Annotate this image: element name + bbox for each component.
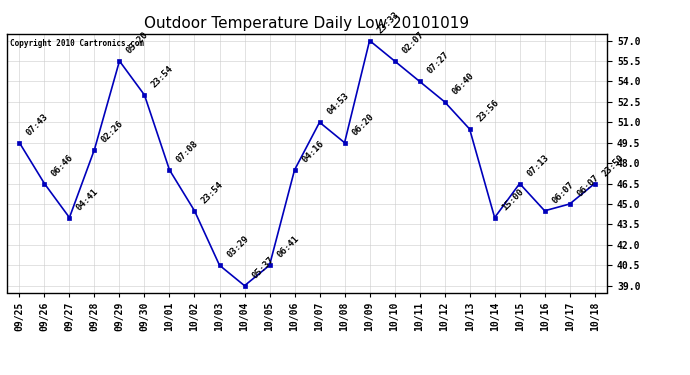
Text: 23:50: 23:50: [600, 153, 626, 178]
Text: 23:56: 23:56: [475, 98, 500, 123]
Text: 06:20: 06:20: [350, 112, 375, 137]
Text: 04:41: 04:41: [75, 187, 100, 212]
Text: 06:40: 06:40: [450, 71, 475, 96]
Text: 02:26: 02:26: [100, 118, 126, 144]
Text: 02:07: 02:07: [400, 30, 426, 56]
Text: 04:16: 04:16: [300, 139, 326, 164]
Text: 06:07: 06:07: [575, 173, 600, 198]
Text: Copyright 2010 Cartronics.com: Copyright 2010 Cartronics.com: [10, 39, 144, 48]
Text: 15:00: 15:00: [500, 187, 526, 212]
Title: Outdoor Temperature Daily Low 20101019: Outdoor Temperature Daily Low 20101019: [144, 16, 470, 31]
Text: 06:07: 06:07: [550, 180, 575, 205]
Text: 03:29: 03:29: [225, 234, 250, 260]
Text: 07:08: 07:08: [175, 139, 200, 164]
Text: 07:13: 07:13: [525, 153, 551, 178]
Text: 06:41: 06:41: [275, 234, 300, 260]
Text: 05:20: 05:20: [125, 30, 150, 56]
Text: 23:54: 23:54: [200, 180, 226, 205]
Text: 06:46: 06:46: [50, 153, 75, 178]
Text: 04:53: 04:53: [325, 92, 351, 117]
Text: 07:27: 07:27: [425, 51, 451, 76]
Text: 07:43: 07:43: [25, 112, 50, 137]
Text: 23:33: 23:33: [375, 10, 400, 35]
Text: 05:37: 05:37: [250, 255, 275, 280]
Text: 23:54: 23:54: [150, 64, 175, 90]
